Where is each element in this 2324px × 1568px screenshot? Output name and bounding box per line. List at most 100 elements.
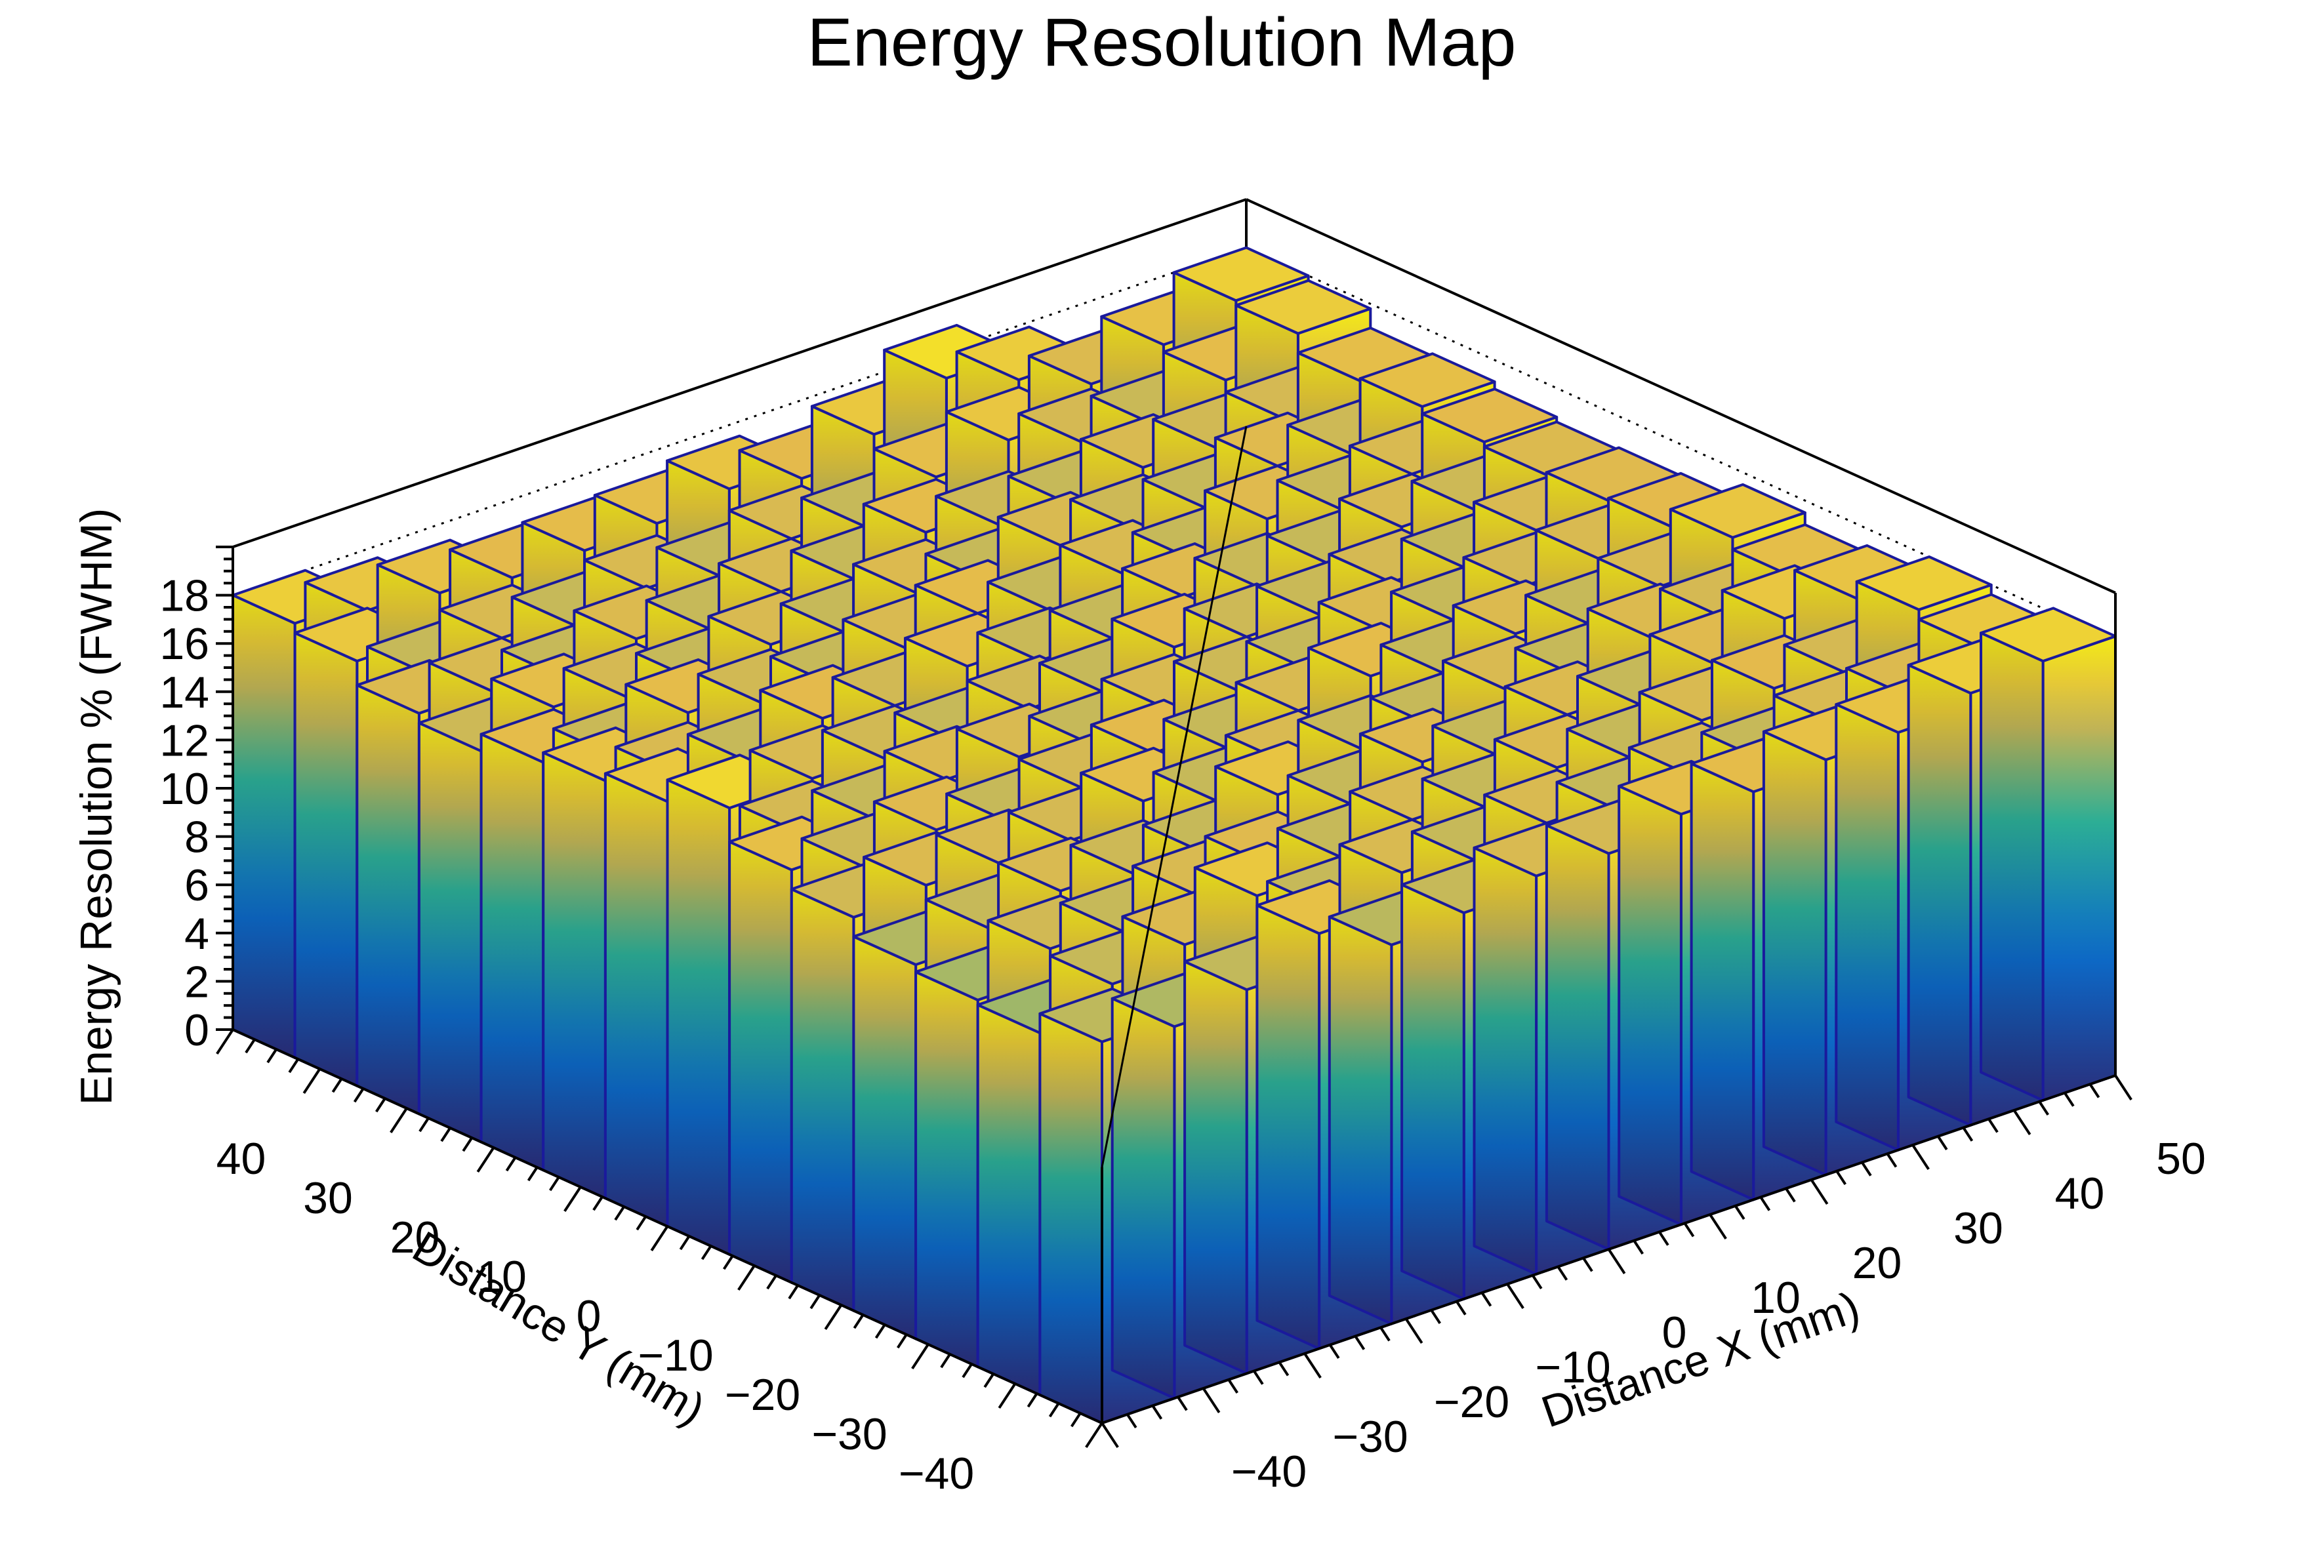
z-tick-label: 0 [184, 1005, 209, 1055]
bar-top [1855, 555, 1993, 611]
x-tick [1354, 1335, 1366, 1350]
bar-face-side [1038, 1012, 1103, 1424]
bar-face-side [1111, 997, 1176, 1400]
x-tick [1227, 1378, 1238, 1394]
bar-face-side [1980, 632, 2045, 1102]
x-tick [1456, 1300, 1467, 1316]
bar-face-side [356, 683, 420, 1116]
y-tick-label: 0 [577, 1291, 601, 1341]
y-tick-label: 40 [216, 1134, 266, 1184]
bar-face-side [293, 632, 359, 1087]
y-tick [505, 1156, 517, 1172]
y-tick [1027, 1392, 1038, 1408]
y-tick [701, 1245, 712, 1260]
x-tick [1988, 1118, 1999, 1133]
z-tick-label: 2 [184, 957, 209, 1007]
y-tick [824, 1304, 843, 1331]
bar-face-side [232, 593, 296, 1059]
bar-top [1234, 279, 1372, 335]
bar-face-side [479, 733, 545, 1172]
y-tick-label: −40 [899, 1449, 974, 1498]
x-tick [1253, 1370, 1264, 1385]
y-tick [809, 1294, 821, 1310]
x-tick [2064, 1092, 2075, 1107]
y-tick [766, 1274, 777, 1290]
frame-back-edge [232, 198, 1247, 548]
bar-face-side [914, 971, 979, 1369]
x-tick [1810, 1178, 1829, 1205]
x-tick [1101, 1422, 1119, 1449]
x-tick [1506, 1283, 1524, 1310]
y-tick [245, 1038, 256, 1054]
y-tick [331, 1077, 343, 1093]
y-tick-label: 10 [477, 1252, 527, 1302]
x-tick [1861, 1161, 1872, 1176]
y-tick-label: 30 [303, 1173, 353, 1223]
y-tick [962, 1363, 973, 1378]
x-tick [1633, 1239, 1644, 1255]
x-tick [1151, 1405, 1163, 1420]
y-tick [897, 1333, 908, 1349]
x-tick-label: 30 [1953, 1203, 2003, 1253]
z-tick-label: 10 [159, 764, 209, 814]
x-tick-label: −30 [1332, 1412, 1408, 1462]
x-tick [1303, 1352, 1322, 1379]
z-tick-label: 14 [159, 668, 209, 717]
x-tick-label: 0 [1662, 1308, 1687, 1357]
frame-back-edge [1246, 198, 2116, 594]
x-tick [1582, 1257, 1593, 1272]
y-tick [737, 1264, 756, 1291]
x-tick-label: −20 [1434, 1377, 1509, 1427]
x-tick [1557, 1266, 1568, 1281]
y-tick [788, 1284, 799, 1300]
x-tick [1835, 1170, 1846, 1186]
x-tick [1202, 1387, 1221, 1414]
y-tick [874, 1323, 886, 1339]
bar-top [1421, 388, 1559, 443]
x-tick [1785, 1188, 1796, 1203]
y-tick [302, 1068, 321, 1095]
x-tick [2114, 1074, 2132, 1101]
x-tick [1177, 1396, 1188, 1411]
bar-top [1669, 483, 1806, 539]
grid-line [232, 247, 1247, 597]
y-tick [440, 1127, 451, 1142]
y-tick [1085, 1422, 1103, 1449]
bar-face-side [666, 778, 731, 1256]
x-tick [1962, 1127, 1974, 1142]
x-tick [1936, 1135, 1948, 1151]
y-tick [592, 1196, 603, 1211]
z-tick-label: 8 [184, 813, 209, 862]
y-tick [462, 1136, 474, 1152]
bars-group [232, 246, 2117, 1424]
x-tick-label: 10 [1751, 1273, 1801, 1323]
bar-top [1980, 607, 2117, 663]
bar-face-side [542, 751, 607, 1200]
y-tick [679, 1235, 691, 1251]
x-tick-label: −40 [1231, 1447, 1307, 1497]
y-tick [266, 1048, 277, 1064]
y-tick [911, 1343, 929, 1370]
x-tick [2012, 1109, 2031, 1136]
y-tick [527, 1166, 539, 1182]
y-tick [216, 1028, 234, 1055]
bar-face-side [976, 1003, 1042, 1397]
z-tick-label: 6 [184, 860, 209, 910]
y-tick [476, 1146, 495, 1173]
bar-face-side [1690, 762, 1755, 1201]
y-tick [723, 1255, 734, 1270]
x-tick [1734, 1205, 1745, 1220]
bar-face-side [603, 772, 669, 1228]
z-tick-label: 4 [184, 909, 209, 959]
x-tick-label: −10 [1535, 1342, 1610, 1392]
x-tick [1126, 1413, 1137, 1429]
x-tick [1658, 1231, 1669, 1246]
bar-face-side [417, 721, 483, 1144]
y-tick [853, 1314, 865, 1329]
y-tick [288, 1058, 300, 1074]
x-tick [2089, 1083, 2100, 1098]
bar-face-side [1473, 846, 1538, 1276]
bar-face-side [1255, 904, 1321, 1350]
